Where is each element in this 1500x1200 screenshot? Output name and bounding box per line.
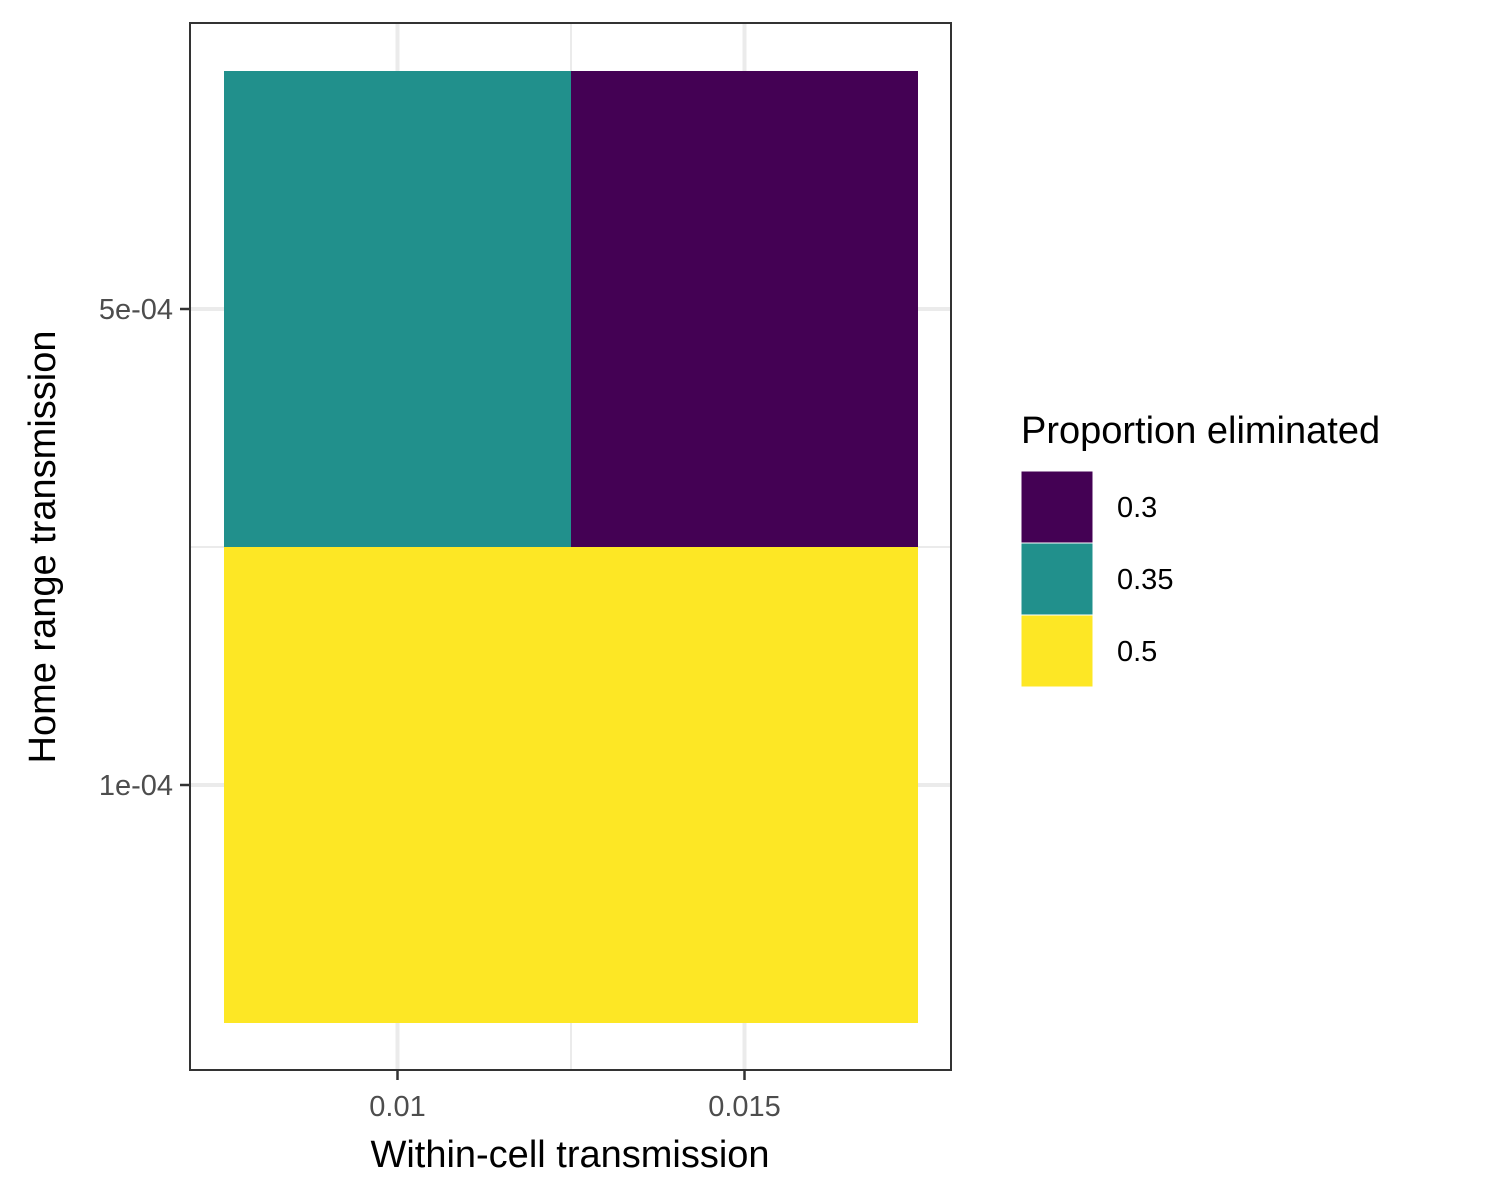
panel-border [189,22,952,1071]
heatmap-cell [571,547,918,1023]
x-axis: 0.01 0.015 [369,1070,781,1123]
legend-key [1020,470,1094,544]
legend-title: Proportion eliminated [1021,410,1380,452]
heatmap-cell [224,547,571,1023]
y-tick-label: 1e-04 [99,770,173,802]
x-tick-label: 0.01 [369,1091,425,1123]
legend-key [1020,614,1094,688]
y-axis: 1e-04 5e-04 [99,294,190,802]
legend-label: 0.35 [1117,564,1173,596]
legend-label: 0.5 [1117,636,1157,668]
y-axis-title: Home range transmission [22,331,64,764]
heatmap-cell [224,71,571,547]
heatmap-cells [224,71,918,1023]
legend-key [1020,542,1094,616]
legend-label: 0.3 [1117,492,1157,524]
legend: Proportion eliminated 0.3 0.35 0.5 [1020,410,1380,688]
x-axis-title: Within-cell transmission [370,1134,769,1176]
x-tick-label: 0.015 [708,1091,781,1123]
y-tick-label: 5e-04 [99,294,173,326]
heatmap-cell [571,71,918,547]
